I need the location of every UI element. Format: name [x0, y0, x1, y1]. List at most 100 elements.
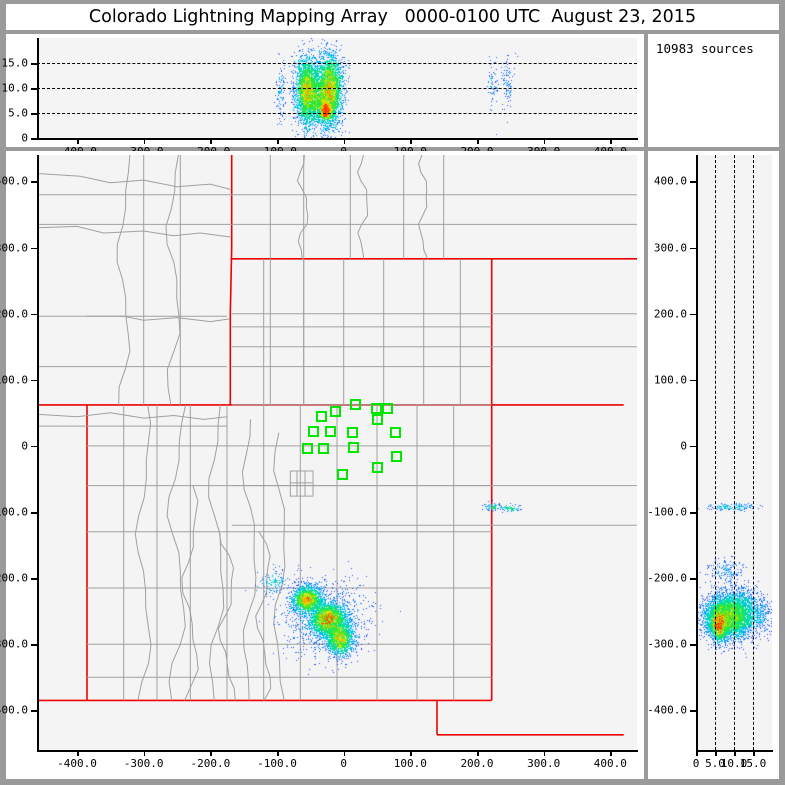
- source-count-label: 10983 sources: [656, 41, 754, 56]
- y-axis-tick: [690, 181, 696, 183]
- x-axis-tick-label: 0: [692, 757, 700, 770]
- y-axis-tick: [31, 113, 37, 115]
- y-axis-tick-label: 200.0: [653, 307, 687, 321]
- x-axis-tick: [715, 750, 717, 756]
- y-axis-tick: [31, 710, 37, 712]
- height-vs-north-panel: 0 5.0 10.0 15.0 -400.0 -300.0 -200.0 -100.0 0 100…: [647, 151, 779, 779]
- y-axis-tick-label: 400.0: [0, 174, 28, 188]
- y-axis-tick: [31, 379, 37, 382]
- y-axis-tick: [690, 644, 696, 646]
- lma-station-marker: [371, 413, 383, 425]
- y-axis-tick: [690, 512, 696, 514]
- x-axis-tick-label: 200.0: [460, 757, 494, 770]
- y-axis-tick-label: 100.0: [653, 373, 687, 387]
- y-axis-tick-label: -400.0: [647, 703, 687, 717]
- y-axis-tick: [690, 710, 696, 712]
- lma-station-marker: [307, 425, 319, 437]
- x-axis-tick: [543, 138, 546, 144]
- x-axis-tick: [77, 750, 79, 756]
- x-axis-tick: [277, 750, 279, 756]
- x-axis-tick-label: -400.0: [57, 757, 97, 770]
- lma-station-marker: [390, 450, 402, 462]
- x-axis-tick-label: 15.0: [739, 757, 767, 770]
- y-axis-tick-label: 400.0: [653, 174, 687, 188]
- lma-station-marker: [324, 425, 336, 437]
- x-axis-tick-label: 400.0: [593, 757, 627, 770]
- y-axis-line: [37, 155, 39, 750]
- y-axis-tick: [31, 247, 37, 250]
- x-axis-line: [37, 750, 638, 752]
- y-axis-tick-label: 300.0: [0, 241, 28, 255]
- y-axis-tick: [31, 313, 37, 316]
- gridline-vertical: [734, 155, 735, 750]
- y-axis-tick-label: -100.0: [647, 505, 687, 519]
- y-axis-tick: [31, 63, 37, 65]
- x-axis-tick: [610, 750, 612, 756]
- y-axis-tick-label: 0: [680, 439, 687, 453]
- x-axis-tick-label: -200.0: [190, 757, 231, 770]
- gridline-vertical: [715, 155, 716, 750]
- x-axis-tick: [753, 750, 755, 756]
- x-axis-tick-label: -300.0: [123, 757, 164, 770]
- y-axis-tick: [31, 181, 37, 183]
- y-axis-tick: [31, 445, 37, 448]
- title-bar: Colorado Lightning Mapping Array 0000-01…: [6, 4, 779, 30]
- y-axis-line: [696, 155, 698, 750]
- lma-station-marker: [329, 406, 341, 417]
- height-vs-east-plotbox: [37, 38, 637, 138]
- source-count-panel: 10983 sources: [648, 34, 779, 147]
- y-axis-tick: [31, 578, 37, 580]
- height-vs-east-panel: -400.0-300.0-200.0-100.00100.0200.0300.0…: [2, 34, 644, 157]
- y-axis-tick-label: 0: [21, 131, 28, 145]
- y-axis-tick-label: -300.0: [0, 637, 28, 651]
- lma-station-marker: [382, 403, 394, 415]
- x-axis-tick: [477, 750, 479, 756]
- y-axis-tick: [31, 644, 37, 646]
- lightning-sources-plan-view: [37, 155, 637, 750]
- lma-station-marker: [370, 403, 382, 415]
- y-axis-tick: [690, 313, 696, 316]
- x-axis-tick: [410, 750, 412, 756]
- y-axis-tick: [31, 512, 37, 514]
- x-axis-tick: [210, 750, 212, 756]
- lma-station-marker: [349, 399, 361, 411]
- x-axis-tick: [734, 750, 736, 756]
- y-axis-tick-label: -300.0: [647, 637, 687, 651]
- y-axis-tick: [31, 138, 37, 140]
- gridline-horizontal: [37, 88, 637, 89]
- x-axis-tick: [343, 750, 346, 756]
- lma-station-marker: [317, 443, 329, 455]
- x-axis-tick: [210, 138, 212, 144]
- x-axis-tick: [696, 750, 698, 756]
- lma-station-marker: [346, 427, 358, 439]
- y-axis-tick-label: 10.0: [1, 81, 29, 95]
- lma-station-marker: [336, 469, 348, 481]
- lma-station-marker: [372, 461, 384, 473]
- x-axis-tick-label: -100.0: [257, 757, 297, 770]
- y-axis-tick-label: -200.0: [0, 571, 28, 585]
- lma-station-marker: [302, 443, 314, 455]
- y-axis-tick-label: 200.0: [0, 307, 28, 321]
- y-axis-tick-label: -200.0: [647, 571, 687, 585]
- x-axis-tick: [543, 750, 546, 756]
- gridline-vertical: [753, 155, 754, 750]
- height-vs-north-plotbox: [696, 155, 772, 750]
- page-title: Colorado Lightning Mapping Array 0000-01…: [88, 7, 697, 27]
- y-axis-tick-label: -100.0: [0, 505, 28, 519]
- x-axis-tick-label: 10.0: [720, 757, 748, 770]
- lma-station-marker: [316, 411, 328, 423]
- x-axis-tick: [477, 138, 479, 144]
- y-axis-line: [37, 38, 39, 138]
- x-axis-line: [37, 138, 638, 140]
- gridline-horizontal: [37, 113, 637, 114]
- x-axis-tick-label: 300.0: [527, 757, 561, 770]
- plan-view-map-panel: -400.0 -300.0 -200.0 -100.0 0 100.0 200.0 300.0…: [0, 151, 644, 779]
- x-axis-tick: [410, 138, 412, 144]
- x-axis-tick: [77, 138, 79, 144]
- x-axis-tick-label: 5.0: [705, 757, 725, 770]
- y-axis-tick: [690, 247, 696, 250]
- y-axis-tick-label: 100.0: [0, 373, 28, 387]
- lma-station-marker: [347, 441, 359, 453]
- y-axis-tick: [690, 445, 696, 448]
